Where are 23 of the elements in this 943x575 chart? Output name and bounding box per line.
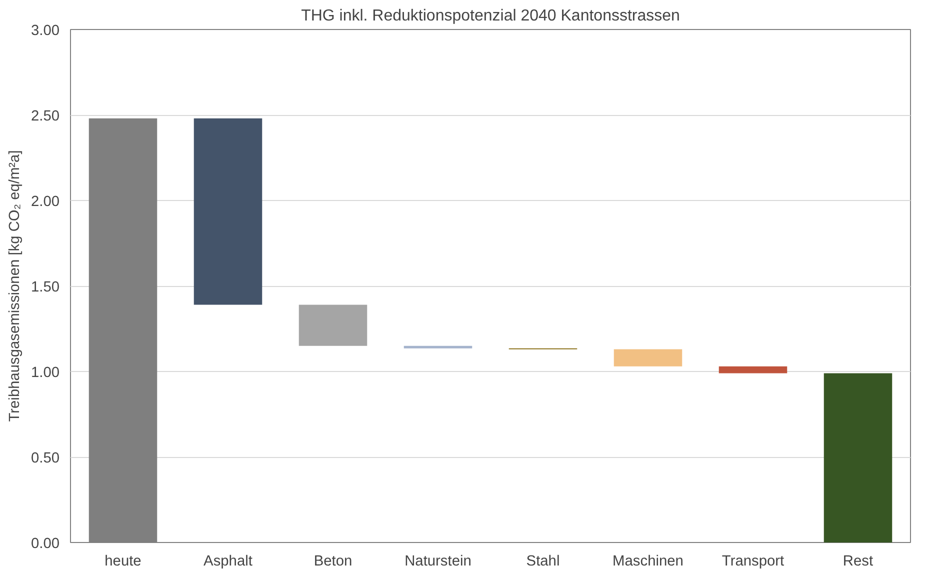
bar	[614, 349, 682, 366]
y-tick-label: 1.50	[30, 280, 60, 296]
x-tick-label: Transport	[722, 554, 784, 570]
bar	[718, 366, 788, 374]
bar	[194, 118, 262, 305]
x-tick-label: Rest	[842, 554, 874, 570]
x-tick-label: Naturstein	[404, 554, 472, 570]
y-tick-label: 2.50	[30, 108, 60, 124]
x-tick-label: Asphalt	[204, 554, 252, 570]
bar	[298, 304, 368, 346]
y-tick-label: 0.50	[30, 450, 60, 466]
x-tick-label: heute	[104, 554, 142, 570]
y-tick-label: 0.00	[30, 536, 60, 552]
bar	[824, 373, 892, 542]
x-tick-label: Maschinen	[612, 554, 684, 570]
x-tick-label: Stahl	[526, 554, 560, 570]
bar	[404, 346, 472, 348]
y-tick-label: 1.00	[30, 365, 60, 381]
y-tick-label: 2.00	[30, 194, 60, 210]
y-axis-title: Treibhausgasemissionen [kg CO₂ eq/m²a]	[6, 150, 23, 422]
x-tick-label: Beton	[314, 554, 352, 570]
chart-title: THG inkl. Reduktionspotenzial 2040 Kantonsstrassen	[301, 8, 680, 24]
y-tick-label: 3.00	[30, 23, 60, 39]
